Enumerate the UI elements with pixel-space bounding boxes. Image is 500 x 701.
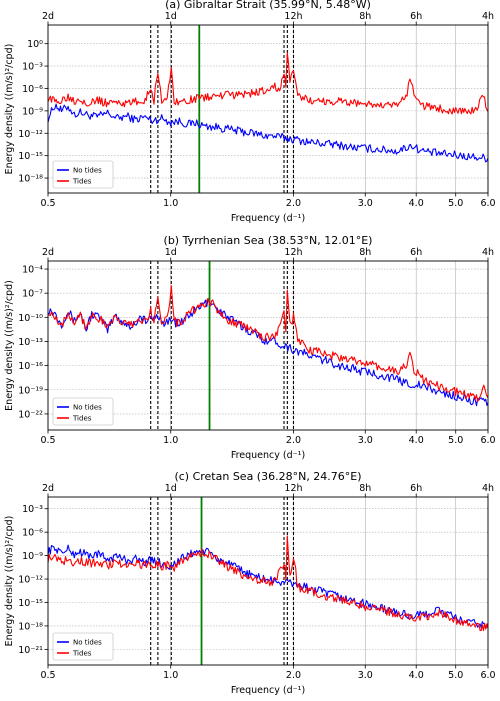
x-tick-label: 5.0 xyxy=(448,435,463,446)
x-axis-label: Frequency (d⁻¹) xyxy=(231,685,305,696)
y-tick-label: 10⁻¹⁰ xyxy=(18,313,43,324)
y-tick-label: 10⁻⁹ xyxy=(22,551,43,562)
legend-entry: No tides xyxy=(73,639,102,647)
top-tick-label: 2d xyxy=(42,483,54,494)
panel-tyrrhenian: 0.5 1.0 2.0 3.0 4.0 5.0 6.0 2d 1d 12h 8h 6h 4h 10⁻⁴ 10… xyxy=(4,234,496,461)
top-tick-label: 4h xyxy=(482,483,494,494)
top-tick-label: 8h xyxy=(359,11,371,22)
top-tick-label: 12h xyxy=(284,11,302,22)
x-tick-label: 1.0 xyxy=(163,198,178,209)
x-tick-label: 3.0 xyxy=(358,435,373,446)
top-tick-label: 4h xyxy=(482,247,494,258)
chart-title: (b) Tyrrhenian Sea (38.53°N, 12.01°E) xyxy=(164,234,373,247)
y-axis-label: Energy density ((m/s)²/cpd) xyxy=(4,280,15,411)
y-tick-label: 10⁻¹³ xyxy=(18,337,43,348)
x-tick-label: 2.0 xyxy=(286,670,301,681)
top-tick-label: 8h xyxy=(359,483,371,494)
x-tick-label: 3.0 xyxy=(358,670,373,681)
axes-frame xyxy=(47,24,489,194)
series-line-no-tides xyxy=(48,544,488,629)
top-tick-label: 1d xyxy=(165,11,177,22)
x-tick-label: 2.0 xyxy=(286,198,301,209)
x-tick-label: 0.5 xyxy=(40,435,55,446)
x-tick-label: 5.0 xyxy=(448,670,463,681)
x-tick-label: 6.0 xyxy=(480,435,495,446)
series-line-tides xyxy=(48,285,488,403)
y-tick-label: 10⁻¹⁵ xyxy=(18,598,43,609)
x-tick-label: 2.0 xyxy=(286,435,301,446)
y-tick-label: 10⁻¹⁸ xyxy=(18,174,43,185)
y-tick-label: 10⁻¹² xyxy=(18,575,43,586)
x-tick-label: 4.0 xyxy=(409,198,424,209)
y-tick-label: 10⁻¹⁹ xyxy=(18,385,43,396)
y-tick-label: 10⁻¹⁶ xyxy=(18,361,43,372)
top-tick-label: 6h xyxy=(410,483,422,494)
top-tick-label: 12h xyxy=(284,483,302,494)
series-group xyxy=(48,52,488,163)
y-tick-label: 10⁻⁴ xyxy=(22,265,43,276)
x-tick-label: 3.0 xyxy=(358,198,373,209)
top-tick-label: 6h xyxy=(410,247,422,258)
y-tick-label: 10⁻²² xyxy=(18,409,43,420)
y-tick-label: 10⁻³ xyxy=(22,62,43,73)
y-tick-label: 10⁻¹² xyxy=(18,129,43,140)
top-tick-label: 12h xyxy=(284,247,302,258)
series-group xyxy=(48,285,488,407)
y-tick-label: 10⁻⁹ xyxy=(22,106,43,117)
x-axis-label: Frequency (d⁻¹) xyxy=(231,450,305,461)
x-tick-label: 0.5 xyxy=(40,670,55,681)
y-tick-label: 10⁻⁶ xyxy=(22,84,43,95)
axes-frame xyxy=(47,496,489,666)
x-tick-label: 1.0 xyxy=(163,435,178,446)
series-line-no-tides xyxy=(48,298,488,407)
x-axis-label: Frequency (d⁻¹) xyxy=(231,213,305,224)
top-tick-label: 1d xyxy=(165,483,177,494)
x-tick-label: 5.0 xyxy=(448,198,463,209)
y-tick-label: 10⁰ xyxy=(27,39,43,50)
top-tick-label: 2d xyxy=(42,11,54,22)
series-line-tides xyxy=(48,52,488,115)
series-line-no-tides xyxy=(48,103,488,163)
top-tick-label: 8h xyxy=(359,247,371,258)
axes-frame xyxy=(47,260,489,431)
y-tick-label: 10⁻²¹ xyxy=(18,645,43,656)
panel-gibraltar: 0.5 1.0 2.0 3.0 4.0 5.0 6.0 2d 1d 12h 8h 6h 4h 10⁰ 10⁻… xyxy=(4,0,496,224)
legend-entry: Tides xyxy=(72,415,92,423)
chart-title: (a) Gibraltar Strait (35.99°N, 5.48°W) xyxy=(165,0,371,11)
panel-cretan: 0.5 1.0 2.0 3.0 4.0 5.0 6.0 2d 1d 12h 8h 6h 4h 10⁻³ 10… xyxy=(4,470,496,696)
legend-entry: No tides xyxy=(73,167,102,175)
x-tick-label: 4.0 xyxy=(409,435,424,446)
top-tick-label: 2d xyxy=(42,247,54,258)
x-tick-label: 6.0 xyxy=(480,670,495,681)
y-tick-label: 10⁻⁷ xyxy=(22,289,43,300)
series-group xyxy=(48,535,488,632)
y-axis-label: Energy density ((m/s)²/cpd) xyxy=(4,44,15,175)
y-axis-label: Energy density ((m/s)²/cpd) xyxy=(4,516,15,647)
top-tick-label: 4h xyxy=(482,11,494,22)
x-tick-label: 0.5 xyxy=(40,198,55,209)
legend-entry: No tides xyxy=(73,404,102,412)
top-tick-label: 6h xyxy=(410,11,422,22)
x-tick-label: 4.0 xyxy=(409,670,424,681)
top-tick-label: 1d xyxy=(165,247,177,258)
series-line-tides xyxy=(48,535,488,632)
y-tick-label: 10⁻⁶ xyxy=(22,528,43,539)
chart-title: (c) Cretan Sea (36.28°N, 24.76°E) xyxy=(174,470,361,483)
legend-entry: Tides xyxy=(72,650,92,658)
x-tick-label: 6.0 xyxy=(480,198,495,209)
y-tick-label: 10⁻³ xyxy=(22,504,43,515)
x-tick-label: 1.0 xyxy=(163,670,178,681)
y-tick-label: 10⁻¹⁸ xyxy=(18,621,43,632)
legend-entry: Tides xyxy=(72,178,92,186)
y-tick-label: 10⁻¹⁵ xyxy=(18,151,43,162)
